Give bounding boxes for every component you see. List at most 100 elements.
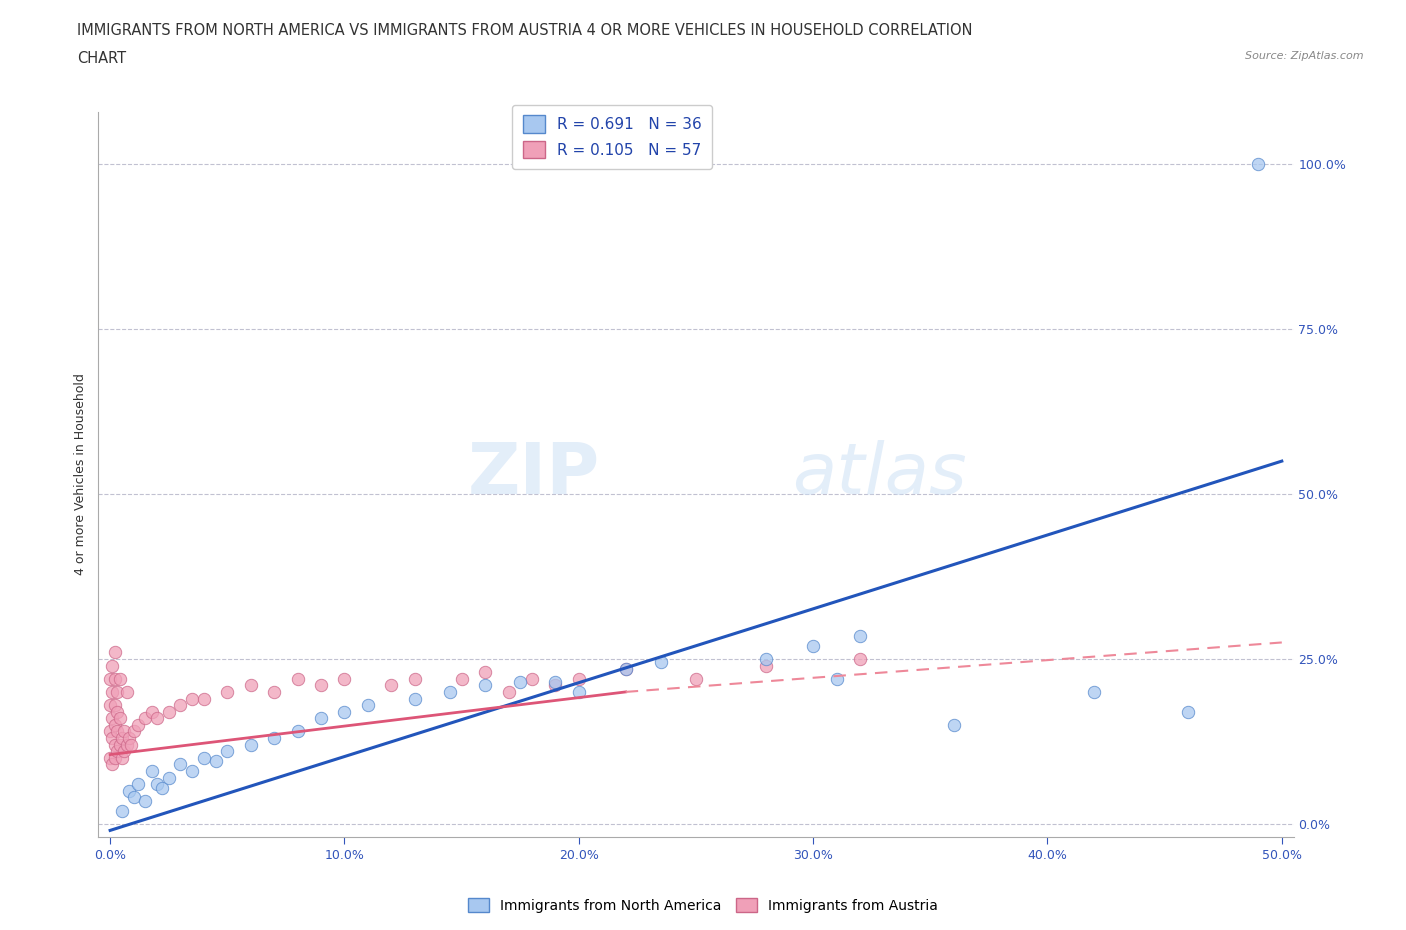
Point <box>755 658 778 673</box>
Point <box>101 757 124 772</box>
Point <box>849 629 872 644</box>
Point <box>169 698 191 712</box>
Point <box>104 698 127 712</box>
Point <box>357 698 380 712</box>
Point <box>169 757 191 772</box>
Text: CHART: CHART <box>77 51 127 66</box>
Point <box>104 737 127 752</box>
Point <box>685 671 707 686</box>
Point <box>105 684 128 699</box>
Point <box>120 737 142 752</box>
Point <box>111 804 134 818</box>
Point <box>127 777 149 791</box>
Point <box>146 777 169 791</box>
Point <box>404 691 426 706</box>
Point <box>650 655 672 670</box>
Point <box>474 678 496 693</box>
Point <box>309 711 332 725</box>
Point <box>98 698 121 712</box>
Point <box>108 737 131 752</box>
Point <box>239 737 262 752</box>
Point <box>568 671 591 686</box>
Point <box>181 764 204 778</box>
Point <box>101 684 124 699</box>
Point <box>105 724 128 739</box>
Point <box>217 684 239 699</box>
Point <box>122 724 145 739</box>
Point <box>217 744 239 759</box>
Point <box>287 724 309 739</box>
Point <box>104 751 127 765</box>
Point <box>439 684 461 699</box>
Point <box>825 671 848 686</box>
Point <box>498 684 520 699</box>
Point <box>614 661 637 676</box>
Point <box>1083 684 1105 699</box>
Point <box>108 711 131 725</box>
Point <box>101 658 124 673</box>
Point <box>568 684 591 699</box>
Point <box>101 731 124 746</box>
Point <box>849 652 872 667</box>
Point <box>181 691 204 706</box>
Text: IMMIGRANTS FROM NORTH AMERICA VS IMMIGRANTS FROM AUSTRIA 4 OR MORE VEHICLES IN H: IMMIGRANTS FROM NORTH AMERICA VS IMMIGRA… <box>77 23 973 38</box>
Point <box>115 737 138 752</box>
Point <box>112 744 135 759</box>
Point <box>333 704 356 719</box>
Point <box>614 661 637 676</box>
Point <box>104 671 127 686</box>
Point <box>98 724 121 739</box>
Point <box>111 751 134 765</box>
Point <box>333 671 356 686</box>
Point <box>118 783 141 798</box>
Point <box>193 691 215 706</box>
Point <box>127 717 149 732</box>
Point <box>474 665 496 680</box>
Text: atlas: atlas <box>792 440 966 509</box>
Point <box>544 674 567 689</box>
Y-axis label: 4 or more Vehicles in Household: 4 or more Vehicles in Household <box>75 373 87 576</box>
Point <box>239 678 262 693</box>
Point <box>544 678 567 693</box>
Point <box>150 780 173 795</box>
Point <box>98 671 121 686</box>
Point <box>112 724 135 739</box>
Point <box>111 731 134 746</box>
Point <box>141 764 163 778</box>
Point <box>520 671 543 686</box>
Point <box>108 671 131 686</box>
Point <box>1247 157 1270 172</box>
Point <box>115 684 138 699</box>
Point <box>755 652 778 667</box>
Point <box>942 717 965 732</box>
Legend: R = 0.691   N = 36, R = 0.105   N = 57: R = 0.691 N = 36, R = 0.105 N = 57 <box>512 105 713 169</box>
Point <box>263 684 285 699</box>
Point <box>380 678 402 693</box>
Point <box>801 638 824 653</box>
Point <box>509 674 531 689</box>
Point <box>105 704 128 719</box>
Point <box>101 711 124 725</box>
Point <box>157 704 180 719</box>
Point <box>141 704 163 719</box>
Point <box>104 717 127 732</box>
Point <box>450 671 472 686</box>
Point <box>122 790 145 804</box>
Text: ZIP: ZIP <box>468 440 600 509</box>
Point <box>104 644 127 659</box>
Legend: Immigrants from North America, Immigrants from Austria: Immigrants from North America, Immigrant… <box>463 893 943 919</box>
Point <box>134 711 156 725</box>
Point <box>287 671 309 686</box>
Point <box>146 711 169 725</box>
Point <box>105 744 128 759</box>
Point <box>134 793 156 808</box>
Point <box>1177 704 1199 719</box>
Point <box>98 751 121 765</box>
Point <box>204 753 226 768</box>
Text: Source: ZipAtlas.com: Source: ZipAtlas.com <box>1246 51 1364 61</box>
Point <box>157 770 180 785</box>
Point <box>309 678 332 693</box>
Point <box>118 731 141 746</box>
Point <box>193 751 215 765</box>
Point <box>404 671 426 686</box>
